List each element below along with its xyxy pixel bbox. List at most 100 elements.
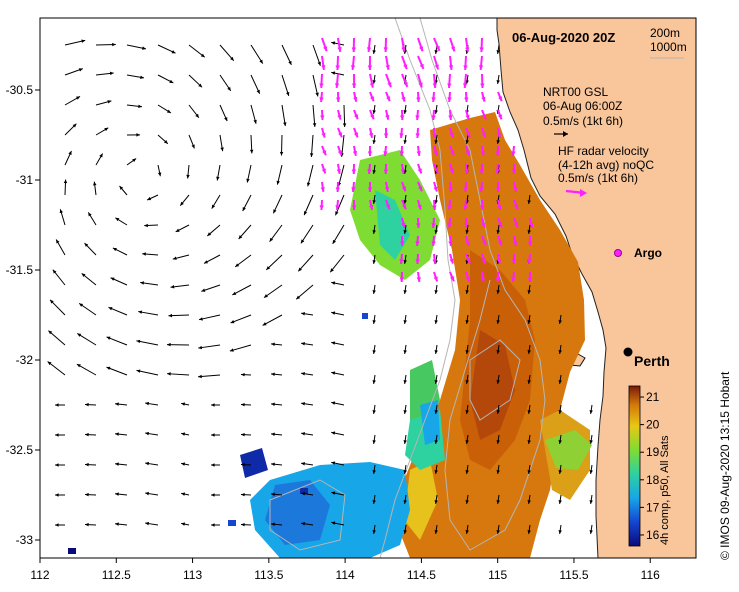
gsl-arrow xyxy=(95,127,109,136)
gsl-arrow xyxy=(219,44,235,62)
gsl-arrow xyxy=(301,402,314,406)
gsl-arrow xyxy=(329,254,345,273)
radar-arrow xyxy=(385,55,390,70)
gsl-arrow xyxy=(95,153,104,166)
gsl-arrow xyxy=(271,342,283,346)
gsl-arrow xyxy=(589,404,593,414)
gsl-arrow xyxy=(172,254,190,260)
gsl-arrow xyxy=(465,344,469,354)
gsl-arrow xyxy=(87,212,97,226)
radar-arrow xyxy=(399,127,404,139)
radar-arrow xyxy=(495,181,501,193)
gsl-arrow xyxy=(198,374,221,379)
gsl-arrow xyxy=(115,402,128,406)
y-axis: -30.5 -31 -31.5 -32 -32.5 -33 xyxy=(6,83,40,547)
y-tick-label: -33 xyxy=(16,533,34,547)
radar-arrow xyxy=(401,55,408,70)
gsl-arrow xyxy=(63,179,68,196)
gsl-arrow xyxy=(181,432,190,436)
x-tick-label: 114.5 xyxy=(407,568,436,582)
radar-arrow xyxy=(495,145,501,157)
gsl-arrow xyxy=(496,464,500,474)
gsl-arrow xyxy=(372,494,376,504)
gsl-arrow xyxy=(76,363,97,376)
gsl-arrow xyxy=(170,284,190,289)
radar-arrow xyxy=(431,235,436,247)
gsl-arrow xyxy=(279,134,284,156)
gsl-arrow xyxy=(52,269,66,286)
gsl-arrow xyxy=(301,462,314,466)
radar-legend-subtitle: (4-12h avg) noQC xyxy=(558,158,654,172)
colorbar-tick-label: 16 xyxy=(646,528,660,542)
perth-marker xyxy=(623,347,633,357)
radar-arrow xyxy=(401,37,406,52)
gsl-arrow xyxy=(372,434,376,444)
radar-arrow xyxy=(321,163,327,174)
gsl-arrow xyxy=(55,493,65,497)
gsl-arrow xyxy=(146,194,159,201)
gsl-arrow xyxy=(246,164,252,183)
gsl-arrow xyxy=(49,299,66,316)
gsl-arrow xyxy=(465,134,469,144)
radar-arrow xyxy=(351,199,357,211)
gsl-arrow xyxy=(175,224,190,233)
radar-arrow xyxy=(432,127,437,139)
gsl-arrow xyxy=(77,333,97,346)
radar-arrow xyxy=(367,163,372,175)
radar-arrow xyxy=(448,181,453,193)
gsl-arrow xyxy=(59,209,66,226)
radar-arrow xyxy=(401,199,407,210)
gsl-arrow xyxy=(496,404,500,414)
radar-arrow xyxy=(465,109,470,120)
gsl-arrow xyxy=(312,44,321,66)
radar-arrow xyxy=(401,217,406,228)
gsl-arrow xyxy=(331,431,345,436)
gsl-arrow xyxy=(372,254,376,264)
gsl-arrow xyxy=(332,224,345,245)
gsl-arrow xyxy=(372,404,376,414)
gsl-arrow xyxy=(126,158,137,166)
gsl-arrow xyxy=(230,314,252,324)
gsl-arrow xyxy=(115,462,128,466)
y-tick-label: -32 xyxy=(16,353,34,367)
x-tick-label: 115 xyxy=(488,568,507,582)
gsl-arrow xyxy=(216,164,221,181)
radar-arrow xyxy=(511,163,517,175)
radar-arrow xyxy=(465,235,470,246)
gsl-arrow xyxy=(527,344,531,354)
gsl-arrow xyxy=(95,71,114,76)
gsl-arrow xyxy=(301,312,314,316)
gsl-arrow xyxy=(465,434,469,444)
gsl-arrow xyxy=(64,39,86,46)
gsl-arrow xyxy=(188,134,195,149)
radar-arrow xyxy=(321,55,326,71)
gsl-legend-scale: 0.5m/s (1kt 6h) xyxy=(543,114,623,128)
gsl-arrow xyxy=(249,134,254,154)
x-tick-label: 113.5 xyxy=(254,568,283,582)
radar-arrow xyxy=(399,253,404,265)
gsl-arrow xyxy=(106,366,128,376)
gsl-arrow xyxy=(589,494,593,504)
radar-arrow xyxy=(415,127,420,139)
radar-arrow xyxy=(401,91,406,102)
gsl-arrow xyxy=(250,104,257,124)
radar-arrow xyxy=(401,73,409,88)
gsl-arrow xyxy=(496,494,500,504)
gsl-arrow xyxy=(403,464,407,474)
radar-arrow xyxy=(367,55,373,71)
radar-arrow xyxy=(337,127,343,138)
radar-legend-scale: 0.5m/s (1kt 6h) xyxy=(558,171,638,185)
colorbar-label: 4h comp, p50, All Sats xyxy=(659,435,671,545)
radar-arrow xyxy=(415,109,420,121)
gsl-arrow xyxy=(115,217,128,226)
gsl-arrow xyxy=(84,432,97,437)
gsl-arrow xyxy=(271,402,283,406)
gsl-arrow xyxy=(240,372,252,377)
radar-arrow xyxy=(385,109,390,120)
gsl-arrow xyxy=(465,374,469,384)
bathymetry-contours xyxy=(269,18,546,558)
radar-arrow xyxy=(480,271,485,283)
gsl-velocity-arrows xyxy=(47,39,593,534)
radar-arrow xyxy=(351,37,356,53)
gsl-arrow xyxy=(331,41,345,46)
